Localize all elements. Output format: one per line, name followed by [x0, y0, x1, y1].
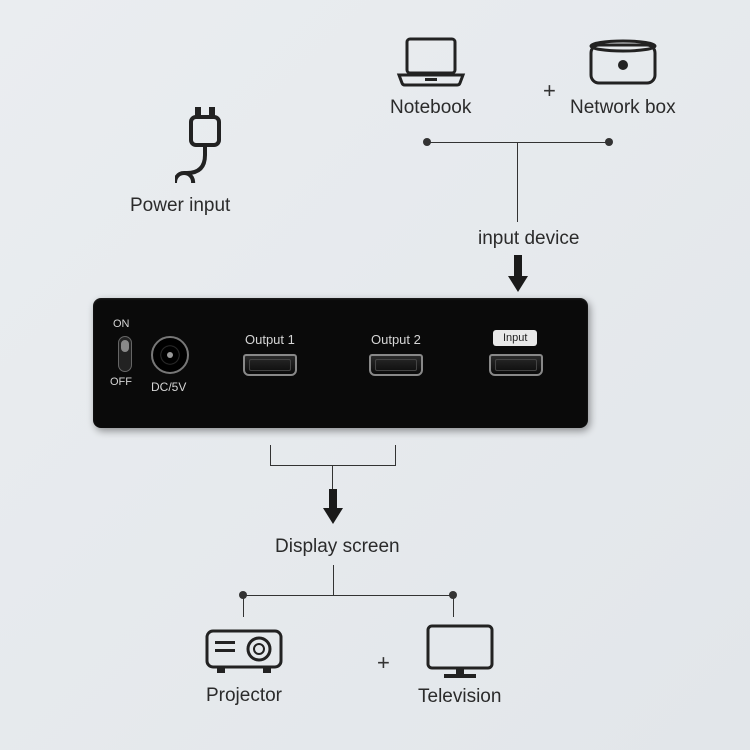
- connector-line: [517, 142, 518, 222]
- output-bracket: [332, 465, 333, 489]
- out-split-line: [243, 595, 453, 596]
- connector-line: [427, 142, 609, 143]
- dc-jack: [151, 336, 189, 374]
- arrow-input-head: [508, 276, 528, 292]
- arrow-input-stem: [514, 255, 522, 277]
- plus-bottom-icon: +: [377, 650, 390, 676]
- out-split-line: [453, 595, 454, 617]
- projector-block: Projector: [203, 625, 285, 707]
- arrow-display-stem: [329, 489, 337, 509]
- power-plug-icon: [175, 105, 247, 183]
- splitter-device: ON OFF DC/5V Output 1 Output 2 Input: [93, 298, 588, 428]
- networkbox-icon: [585, 35, 661, 91]
- out1-label: Output 1: [245, 332, 295, 347]
- hdmi-out1: [243, 354, 297, 376]
- notebook-block: Notebook: [390, 35, 471, 119]
- notebook-label: Notebook: [390, 97, 471, 119]
- laptop-icon: [395, 35, 467, 91]
- projector-label: Projector: [206, 685, 282, 707]
- out-split-line: [333, 565, 334, 595]
- out-split-line: [243, 595, 244, 617]
- plus-top-icon: +: [543, 78, 556, 104]
- out2-label: Output 2: [371, 332, 421, 347]
- off-label: OFF: [110, 376, 132, 388]
- networkbox-label: Network box: [570, 97, 676, 119]
- inputdevice-label: input device: [478, 228, 579, 250]
- networkbox-block: Network box: [570, 35, 676, 119]
- television-block: Television: [418, 622, 501, 708]
- hdmi-input: [489, 354, 543, 376]
- power-label: Power input: [130, 195, 230, 217]
- arrow-display-head: [323, 508, 343, 524]
- output-bracket: [395, 445, 396, 465]
- power-block: [175, 105, 247, 183]
- input-tag: Input: [493, 330, 537, 346]
- dc-label: DC/5V: [151, 380, 186, 394]
- display-label: Display screen: [275, 536, 400, 558]
- projector-icon: [203, 625, 285, 677]
- tv-icon: [422, 622, 498, 680]
- hdmi-out2: [369, 354, 423, 376]
- on-label: ON: [113, 318, 130, 330]
- television-label: Television: [418, 686, 501, 708]
- power-switch[interactable]: [118, 336, 132, 372]
- output-bracket: [270, 465, 396, 466]
- output-bracket: [270, 445, 271, 465]
